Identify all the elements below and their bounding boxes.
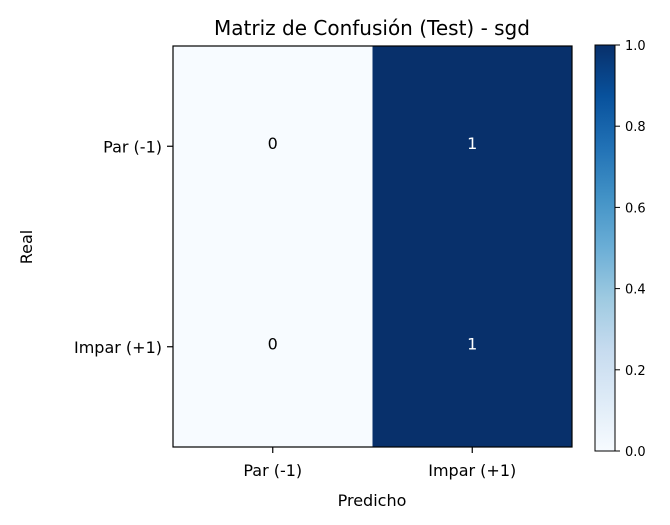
y-axis: Par (-1) Impar (+1) xyxy=(74,137,173,357)
colorbar-tick-label: 0.8 xyxy=(625,120,646,135)
heatmap-cell xyxy=(372,46,572,247)
cell-value-label: 1 xyxy=(467,134,477,153)
heatmap-cell xyxy=(173,246,373,447)
y-axis-label: Real xyxy=(17,230,36,265)
colorbar xyxy=(594,44,616,452)
x-tick-label: Impar (+1) xyxy=(428,461,516,480)
colorbar-tick-label: 1.0 xyxy=(625,39,646,54)
chart-title: Matriz de Confusión (Test) - sgd xyxy=(214,16,530,40)
x-axis: Par (-1) Impar (+1) xyxy=(243,447,516,480)
heatmap-cell xyxy=(372,246,572,447)
cell-value-label: 0 xyxy=(268,334,278,353)
colorbar-tick-label: 0.2 xyxy=(625,364,646,379)
plot-frame xyxy=(172,45,573,448)
colorbar-tick-label: 0.6 xyxy=(625,201,646,216)
colorbar-tick-label: 0.4 xyxy=(625,283,646,298)
cell-value-label: 0 xyxy=(268,134,278,153)
heatmap-cells: 0 1 0 1 xyxy=(173,46,572,447)
x-axis-label: Predicho xyxy=(338,491,407,510)
heatmap-cell xyxy=(173,46,373,247)
y-tick-label: Impar (+1) xyxy=(74,338,162,357)
y-tick-label: Par (-1) xyxy=(103,137,162,156)
colorbar-axis: 0.0 0.2 0.4 0.6 0.8 1.0 xyxy=(615,39,646,460)
x-tick-label: Par (-1) xyxy=(243,461,302,480)
cell-value-label: 1 xyxy=(467,334,477,353)
colorbar-tick-label: 0.0 xyxy=(625,445,646,460)
